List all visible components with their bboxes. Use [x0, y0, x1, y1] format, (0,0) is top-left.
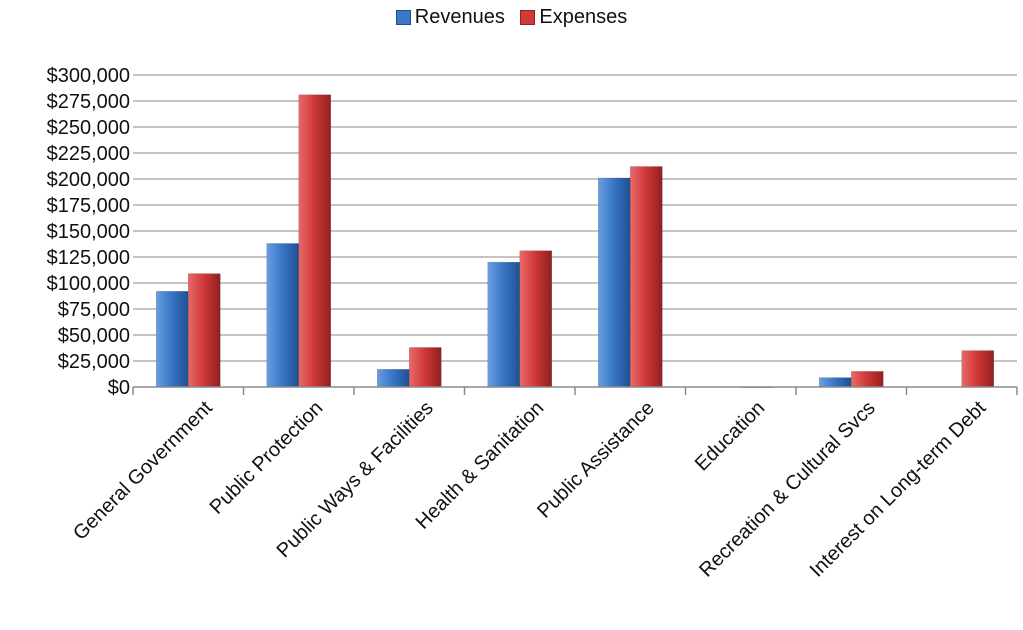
bar-revenues-3	[487, 261, 520, 388]
legend-swatch-revenues	[395, 10, 411, 25]
legend-label-expenses: Expenses	[539, 6, 628, 28]
legend-swatch-expenses	[520, 10, 536, 25]
y-tick-label: $250,000	[47, 117, 130, 139]
y-tick-label: $100,000	[47, 273, 130, 295]
y-tick-label: $150,000	[47, 221, 130, 243]
x-tick-label: Recreation & Cultural Svcs	[695, 397, 880, 582]
bar-expenses-0	[188, 273, 221, 388]
bars	[156, 94, 994, 388]
y-axis-ticks: $0 $25,000 $50,000 $75,000 $100,000 $125,000 $…	[47, 65, 130, 399]
x-tick-label: Education	[691, 397, 769, 475]
bar-expenses-1	[298, 94, 331, 388]
bar-revenues-0	[156, 291, 189, 388]
bar-expenses-3	[519, 250, 552, 388]
y-tick-label: $75,000	[58, 299, 130, 321]
x-tick-label: Interest on Long-term Debt	[806, 397, 991, 582]
bar-expenses-6	[851, 371, 884, 388]
legend-item-expenses: Expenses	[520, 6, 627, 29]
bar-revenues-2	[377, 369, 410, 388]
y-tick-label: $125,000	[47, 247, 130, 269]
bar-revenues-4	[598, 177, 631, 388]
y-tick-label: $200,000	[47, 169, 130, 191]
bar-expenses-7	[961, 350, 994, 388]
y-tick-label: $25,000	[58, 351, 130, 373]
y-tick-label: $300,000	[47, 65, 130, 87]
y-tick-label: $0	[108, 377, 130, 399]
y-tick-label: $225,000	[47, 143, 130, 165]
legend-label-revenues: Revenues	[414, 6, 505, 28]
y-tick-label: $275,000	[47, 91, 130, 113]
y-tick-label: $175,000	[47, 195, 130, 217]
x-tick-label: Public Assistance	[533, 397, 659, 523]
y-tick-label: $50,000	[58, 325, 130, 347]
x-tick-label: General Government	[69, 397, 217, 545]
gridlines	[133, 74, 1017, 362]
chart-legend: Revenues Expenses	[0, 6, 1023, 31]
bar-revenues-1	[266, 243, 299, 388]
bar-revenues-6	[819, 377, 852, 388]
bar-expenses-4	[630, 166, 663, 388]
legend-item-revenues: Revenues	[395, 6, 505, 29]
bar-expenses-2	[409, 347, 442, 388]
x-axis	[132, 386, 1018, 395]
x-tick-label: Public Protection	[206, 397, 328, 519]
